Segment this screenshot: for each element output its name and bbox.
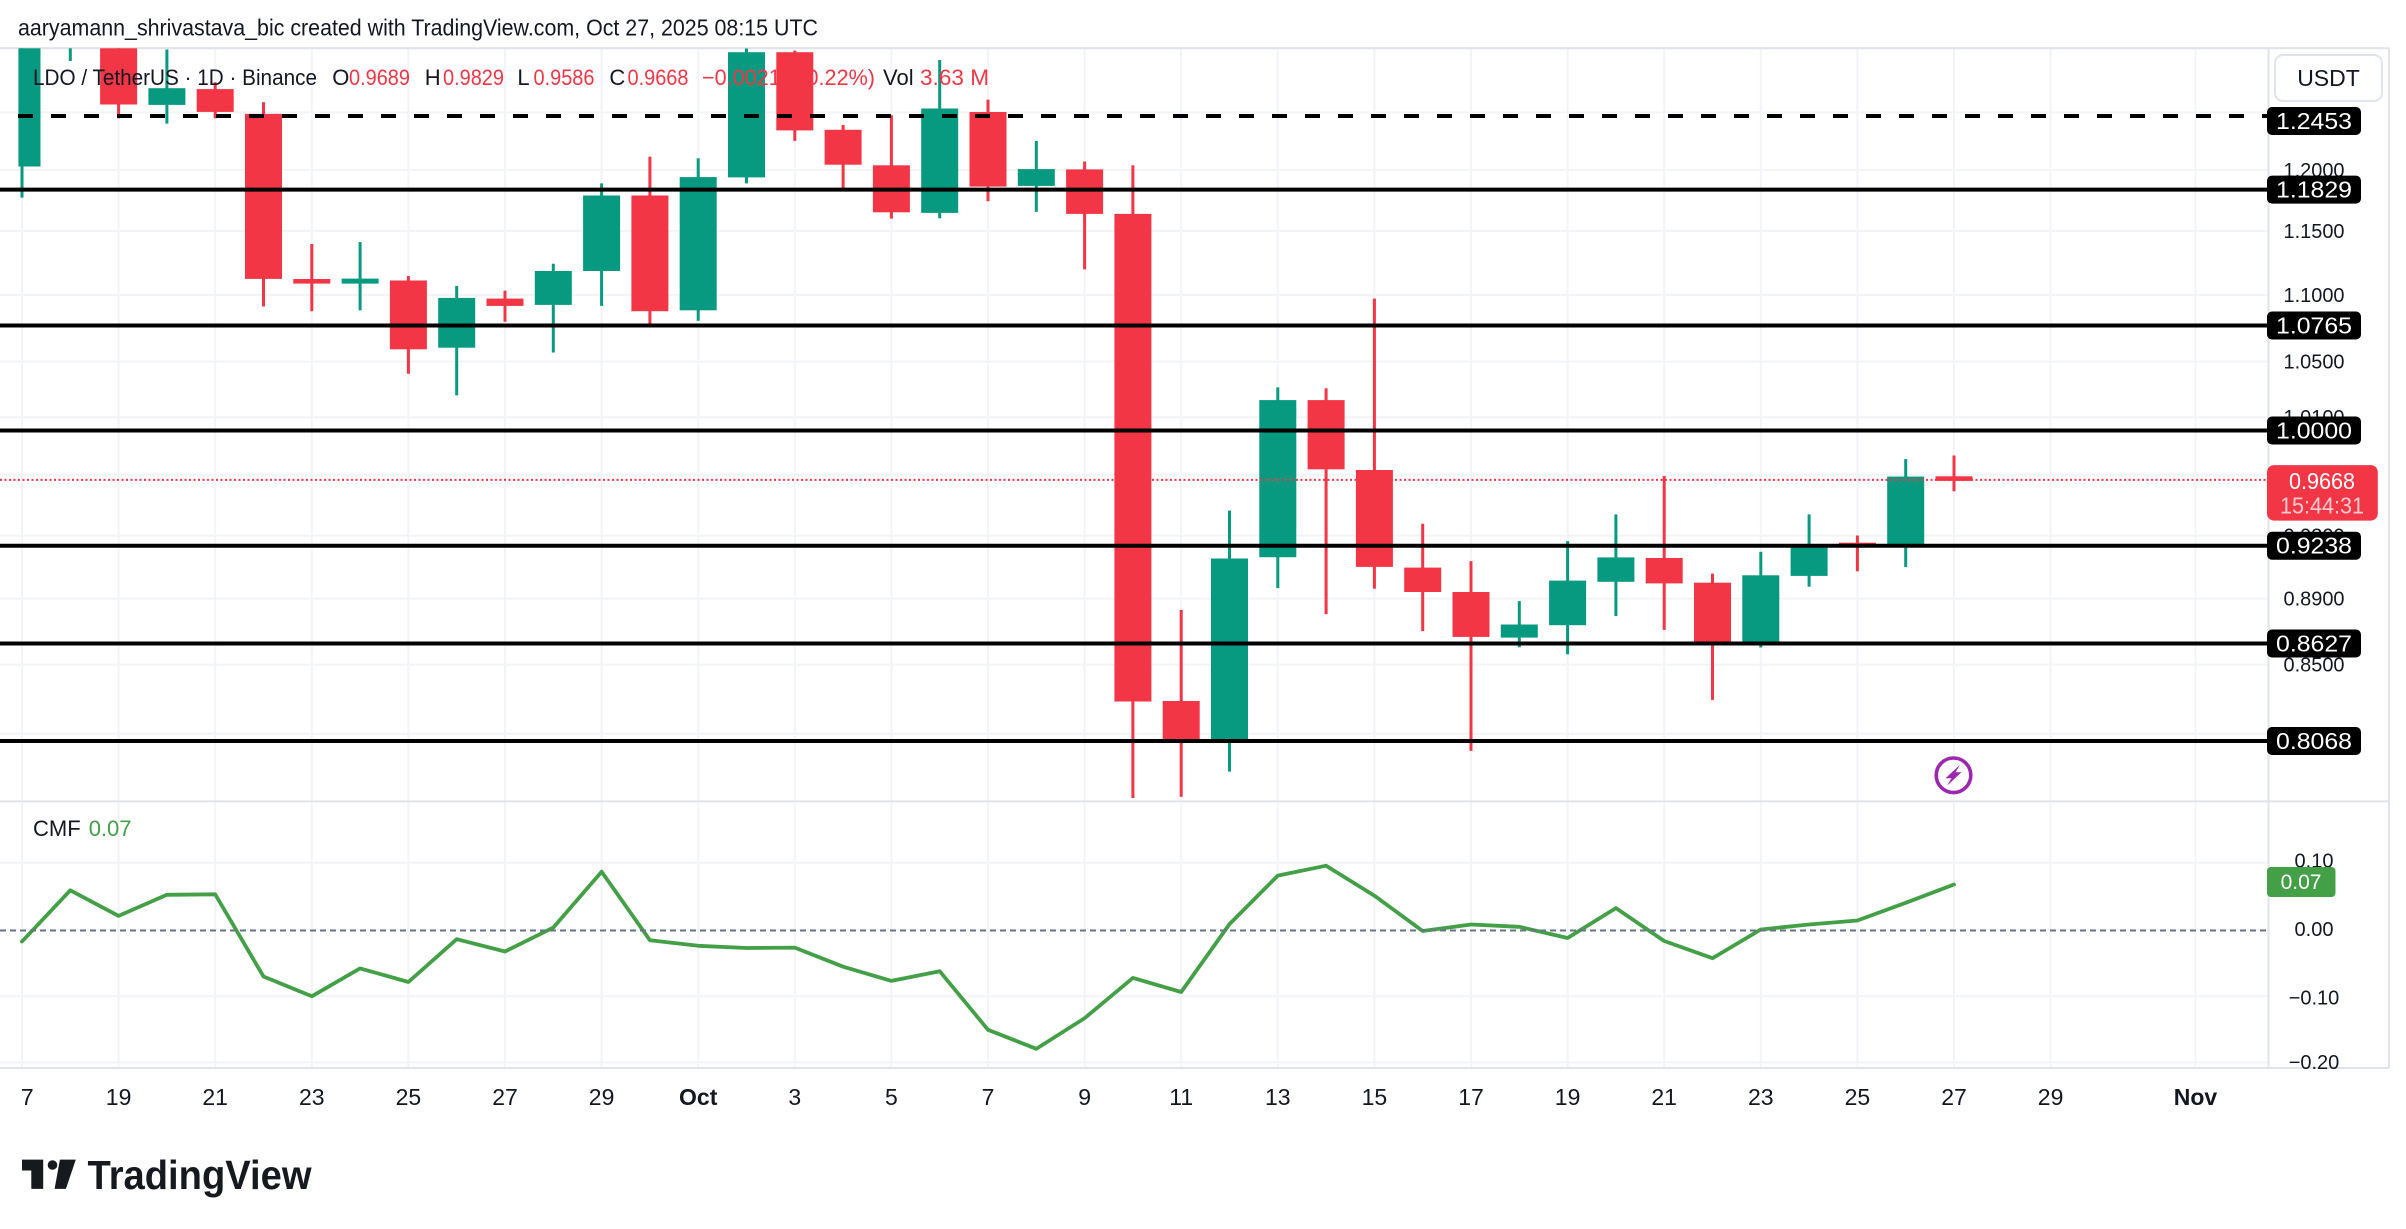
svg-text:1.2453: 1.2453	[2276, 108, 2352, 134]
svg-text:23: 23	[1748, 1084, 1774, 1110]
svg-text:0.9586: 0.9586	[534, 65, 595, 90]
svg-text:0.8068: 0.8068	[2276, 728, 2352, 754]
svg-text:aaryamann_shrivastava_bic crea: aaryamann_shrivastava_bic created with T…	[18, 15, 818, 41]
svg-text:Vol: Vol	[883, 65, 914, 90]
svg-text:O: O	[332, 65, 349, 90]
svg-text:0.8900: 0.8900	[2284, 589, 2345, 611]
svg-text:17: 17	[1458, 1084, 1484, 1110]
svg-text:0.8500: 0.8500	[2284, 655, 2345, 677]
svg-text:LDO / TetherUS · 1D · Binance: LDO / TetherUS · 1D · Binance	[33, 65, 317, 90]
svg-text:3: 3	[788, 1084, 801, 1110]
svg-text:25: 25	[1845, 1084, 1871, 1110]
svg-text:Oct: Oct	[679, 1084, 718, 1110]
svg-text:27: 27	[1941, 1084, 1967, 1110]
svg-text:3.63 M: 3.63 M	[920, 65, 989, 90]
svg-text:21: 21	[202, 1084, 228, 1110]
svg-text:CMF: CMF	[33, 816, 81, 841]
svg-text:0.9829: 0.9829	[443, 65, 504, 90]
svg-text:15: 15	[1362, 1084, 1388, 1110]
svg-text:−0.20: −0.20	[2289, 1052, 2340, 1074]
svg-text:23: 23	[299, 1084, 325, 1110]
svg-text:0.07: 0.07	[2281, 871, 2322, 894]
svg-text:1.1000: 1.1000	[2284, 285, 2345, 307]
svg-text:0.9689: 0.9689	[349, 65, 410, 90]
svg-text:25: 25	[396, 1084, 422, 1110]
svg-text:29: 29	[589, 1084, 615, 1110]
svg-text:0.9668: 0.9668	[2289, 468, 2355, 494]
svg-text:7: 7	[982, 1084, 995, 1110]
svg-text:0.9238: 0.9238	[2276, 533, 2352, 559]
svg-text:13: 13	[1265, 1084, 1291, 1110]
svg-text:19: 19	[1555, 1084, 1581, 1110]
svg-text:1.0765: 1.0765	[2276, 313, 2352, 339]
svg-text:1.1500: 1.1500	[2284, 221, 2345, 243]
svg-text:−0.10: −0.10	[2289, 988, 2340, 1010]
svg-text:1.0500: 1.0500	[2284, 352, 2345, 374]
svg-text:29: 29	[2038, 1084, 2064, 1110]
svg-text:Nov: Nov	[2174, 1084, 2218, 1110]
svg-text:USDT: USDT	[2297, 65, 2360, 91]
svg-text:H: H	[425, 65, 441, 90]
svg-text:9: 9	[1078, 1084, 1091, 1110]
svg-text:0.9668: 0.9668	[628, 65, 689, 90]
svg-text:21: 21	[1651, 1084, 1677, 1110]
svg-text:TradingView: TradingView	[88, 1152, 312, 1198]
svg-text:1.0000: 1.0000	[2276, 418, 2352, 444]
svg-text:0.07: 0.07	[89, 816, 132, 841]
svg-text:0.00: 0.00	[2295, 919, 2334, 941]
svg-text:27: 27	[492, 1084, 518, 1110]
svg-text:C: C	[609, 65, 625, 90]
svg-text:19: 19	[106, 1084, 132, 1110]
svg-text:1.1829: 1.1829	[2276, 177, 2352, 203]
svg-text:7: 7	[21, 1084, 34, 1110]
svg-text:L: L	[517, 65, 529, 90]
svg-text:5: 5	[885, 1084, 898, 1110]
svg-text:0.8627: 0.8627	[2276, 631, 2352, 657]
svg-text:15:44:31: 15:44:31	[2280, 493, 2364, 519]
svg-text:−0.0021 (−0.22%): −0.0021 (−0.22%)	[702, 65, 875, 90]
svg-text:11: 11	[1169, 1084, 1193, 1110]
